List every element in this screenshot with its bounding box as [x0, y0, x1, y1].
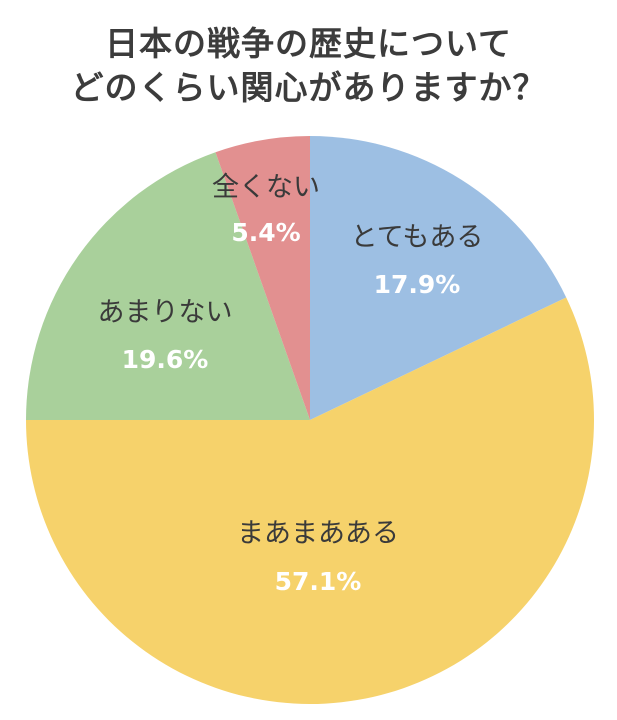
slice-label-1: とてもある: [351, 222, 484, 253]
chart-title: 日本の戦争の歴史について どのくらい関心がありますか？: [0, 22, 617, 110]
pie-slice-3: [26, 152, 310, 420]
pie-slices: [26, 136, 594, 704]
chart-title-line-2: どのくらい関心がありますか？: [70, 68, 547, 107]
slice-label-2: まあまあある: [237, 518, 399, 549]
slice-value-label-3: 19.6%: [122, 345, 209, 374]
slice-value-label-1: 17.9%: [374, 270, 461, 299]
slice-label-4: 全くない: [212, 172, 320, 203]
slice-value-label-4: 5.4%: [231, 218, 300, 247]
pie-slice-4: [215, 136, 310, 420]
slice-label-3: あまりない: [98, 297, 233, 328]
pie-slice-1: [310, 136, 567, 420]
slice-value-label-2: 57.1%: [275, 567, 362, 596]
pie-labels: とてもある 17.9% まあまあある 57.1% あまりない 19.6% 全くない 5.4%: [98, 172, 484, 596]
chart-title-line-1: 日本の戦争の歴史について: [104, 24, 512, 63]
pie-slice-2: [26, 297, 594, 704]
